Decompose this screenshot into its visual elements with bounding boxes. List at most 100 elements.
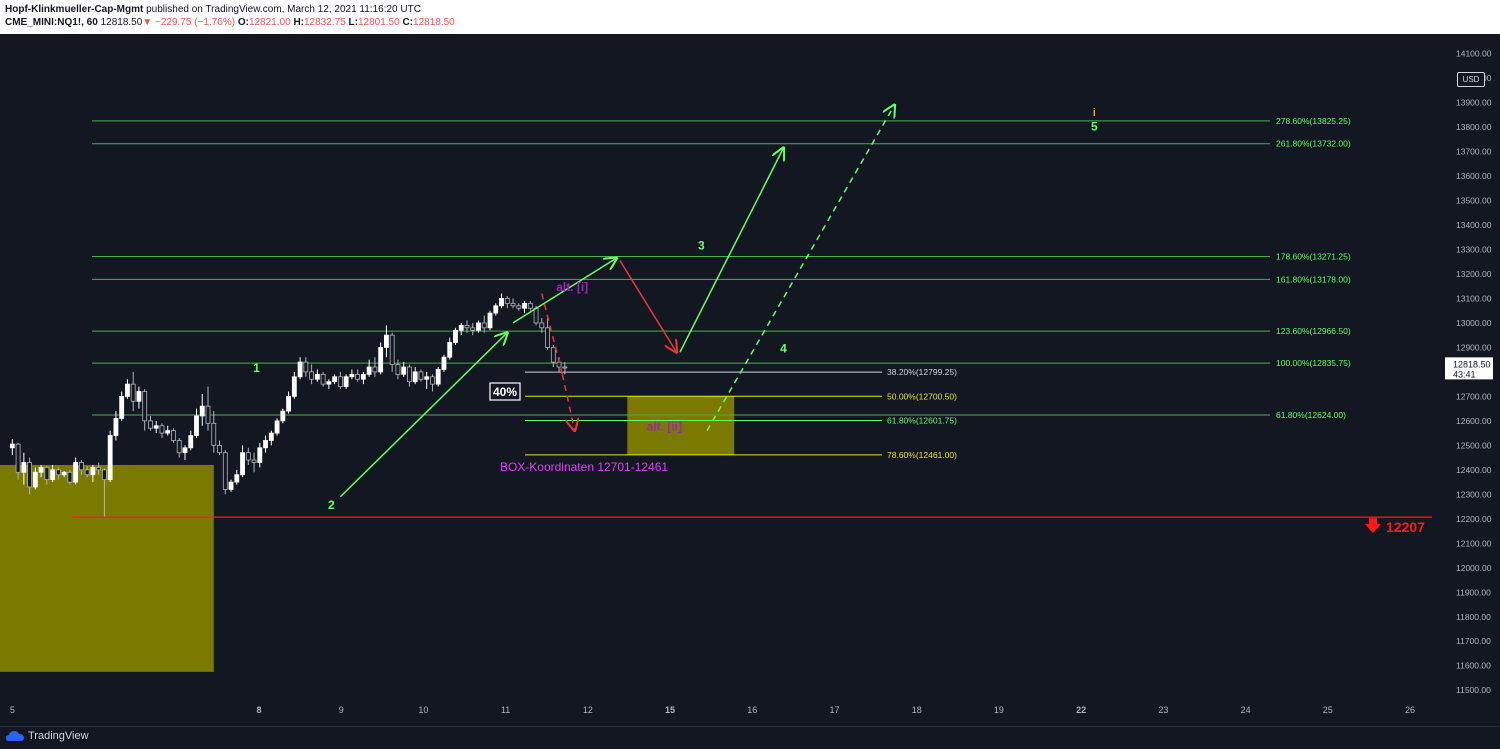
wave-arrow[interactable]	[512, 258, 617, 324]
candle-body[interactable]	[539, 322, 545, 329]
tradingview-logo[interactable]: TradingView	[6, 730, 89, 742]
candle-body[interactable]	[27, 462, 33, 488]
candle-body[interactable]	[274, 420, 280, 434]
candle-body[interactable]	[217, 444, 222, 454]
candle-body[interactable]	[234, 474, 240, 483]
candle-body[interactable]	[510, 302, 516, 307]
candle-body[interactable]	[15, 443, 21, 473]
candle-body[interactable]	[107, 435, 113, 481]
candle-body[interactable]	[142, 391, 148, 422]
candle-body[interactable]	[32, 471, 38, 488]
candle-body[interactable]	[441, 356, 447, 370]
candle-body[interactable]	[171, 430, 176, 441]
candle-body[interactable]	[343, 376, 349, 387]
candle-body[interactable]	[119, 395, 125, 419]
candle-body[interactable]	[424, 376, 430, 380]
wave-arrow[interactable]	[561, 374, 574, 430]
candle-body[interactable]	[384, 334, 389, 348]
candle-body[interactable]	[61, 471, 67, 476]
target-box-1[interactable]	[0, 464, 214, 672]
candle-body[interactable]	[9, 443, 15, 449]
wave-arrow[interactable]	[541, 293, 564, 375]
candle-body[interactable]	[533, 307, 539, 324]
candle-body[interactable]	[418, 371, 424, 380]
candle-body[interactable]	[332, 376, 338, 383]
candle-body[interactable]	[487, 312, 493, 329]
candle-body[interactable]	[435, 369, 441, 385]
candle-body[interactable]	[240, 452, 245, 476]
candle-body[interactable]	[522, 302, 527, 309]
symbol-label[interactable]: CME_MINI:NQ1!, 60	[5, 17, 98, 28]
candle-body[interactable]	[228, 481, 234, 490]
candle-body[interactable]	[349, 373, 355, 378]
candle-body[interactable]	[286, 395, 291, 412]
candle-body[interactable]	[211, 422, 217, 446]
chart-area[interactable]: BOX-Koordinaten 12701-12461 278.60%(1382…	[0, 34, 1500, 726]
candle-body[interactable]	[395, 364, 401, 375]
candle-body[interactable]	[545, 327, 550, 348]
candle-body[interactable]	[78, 462, 84, 471]
candle-body[interactable]	[355, 373, 361, 380]
candle-body[interactable]	[205, 405, 211, 424]
candle-body[interactable]	[153, 425, 159, 429]
price-chart[interactable]: BOX-Koordinaten 12701-12461 278.60%(1382…	[0, 34, 1500, 726]
candle-body[interactable]	[84, 469, 90, 476]
candle-body[interactable]	[291, 376, 297, 397]
candle-body[interactable]	[499, 298, 504, 307]
candle-body[interactable]	[309, 371, 315, 380]
candle-body[interactable]	[407, 366, 412, 383]
candle-body[interactable]	[50, 469, 56, 481]
candle-body[interactable]	[96, 466, 102, 471]
candle-body[interactable]	[165, 430, 171, 434]
candle-body[interactable]	[113, 418, 119, 436]
currency-badge[interactable]: USD	[1457, 72, 1485, 87]
candle-body[interactable]	[21, 462, 27, 473]
candle-body[interactable]	[481, 322, 487, 329]
candle-body[interactable]	[516, 305, 522, 309]
candle-body[interactable]	[360, 373, 366, 380]
candle-body[interactable]	[430, 376, 435, 385]
candle-body[interactable]	[67, 471, 73, 483]
candle-body[interactable]	[504, 298, 510, 304]
candle-body[interactable]	[125, 383, 130, 397]
candle-body[interactable]	[222, 452, 228, 490]
author-name[interactable]: Hopf-Klinkmueller-Cap-Mgmt	[5, 4, 144, 15]
candle-body[interactable]	[263, 440, 268, 449]
candle-body[interactable]	[372, 366, 378, 373]
candle-body[interactable]	[257, 447, 263, 463]
wave-arrow[interactable]	[679, 148, 784, 353]
candle-body[interactable]	[527, 302, 533, 309]
candle-body[interactable]	[73, 462, 79, 483]
price-axis[interactable]	[1447, 34, 1500, 726]
candle-body[interactable]	[130, 383, 136, 402]
candle-body[interactable]	[366, 366, 372, 375]
candle-body[interactable]	[199, 405, 205, 417]
candle-body[interactable]	[458, 324, 464, 331]
candle-body[interactable]	[101, 469, 107, 481]
candle-body[interactable]	[320, 373, 326, 385]
candle-body[interactable]	[550, 347, 556, 363]
target-box-2[interactable]	[627, 396, 735, 455]
candle-body[interactable]	[401, 366, 407, 375]
candle-body[interactable]	[38, 466, 44, 473]
candle-body[interactable]	[188, 435, 194, 449]
candle-body[interactable]	[447, 342, 453, 358]
candle-body[interactable]	[176, 440, 182, 454]
candle-body[interactable]	[148, 420, 153, 429]
candle-body[interactable]	[303, 361, 309, 373]
candle-body[interactable]	[453, 329, 458, 343]
candle-body[interactable]	[268, 432, 274, 441]
candle-body[interactable]	[136, 391, 142, 402]
candle-body[interactable]	[378, 347, 384, 373]
candle-body[interactable]	[55, 469, 61, 476]
candle-body[interactable]	[493, 305, 499, 314]
candle-body[interactable]	[90, 466, 96, 476]
candle-body[interactable]	[182, 447, 188, 454]
candle-body[interactable]	[280, 410, 286, 422]
candle-body[interactable]	[159, 425, 165, 434]
candle-body[interactable]	[337, 376, 343, 387]
candle-body[interactable]	[476, 322, 481, 331]
wave-arrow[interactable]	[706, 105, 894, 432]
candle-body[interactable]	[412, 371, 418, 383]
